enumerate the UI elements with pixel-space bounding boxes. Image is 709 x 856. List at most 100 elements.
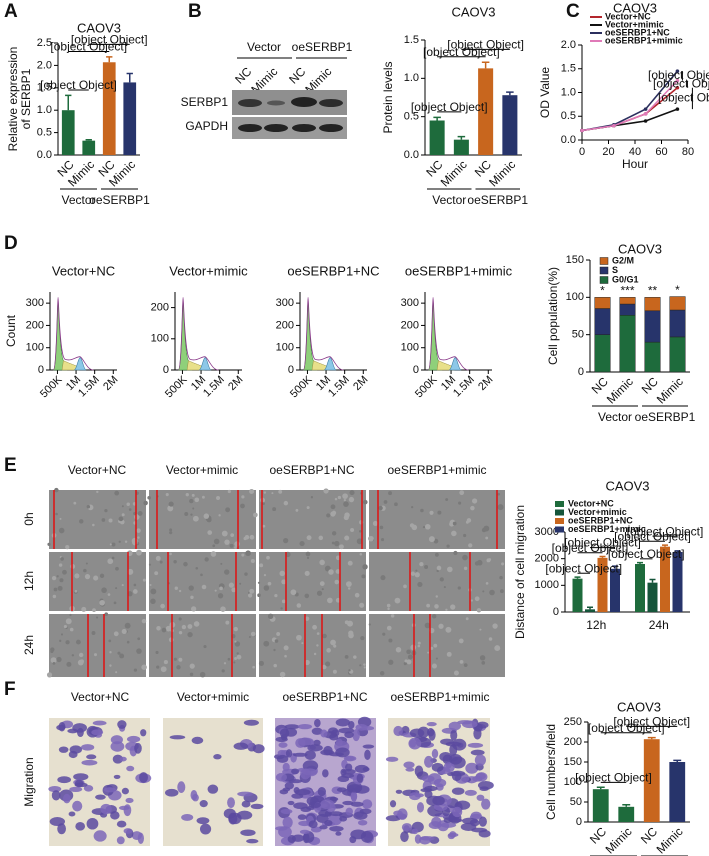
cell-texture: [348, 496, 355, 503]
cell-texture: [230, 533, 235, 537]
stained-cell: [291, 768, 300, 775]
cell-texture: [93, 575, 99, 581]
legend-swatch: [599, 276, 609, 284]
y-tick-label: 1.0: [37, 104, 52, 116]
bar: [61, 110, 75, 155]
cell-texture: [435, 657, 438, 660]
cell-texture: [318, 535, 324, 541]
y-tick-label: 250: [564, 716, 582, 728]
cell-texture: [313, 652, 317, 656]
significance-label: [object Object]: [545, 561, 622, 575]
stained-cell: [350, 801, 364, 807]
cell-texture: [81, 606, 87, 612]
y-tick-label: 100: [151, 333, 169, 345]
cell-texture: [101, 518, 106, 522]
cell-texture: [156, 626, 161, 631]
stained-cell: [450, 729, 458, 741]
cell-texture: [417, 581, 423, 588]
cell-texture: [185, 492, 189, 497]
cell-texture: [453, 550, 458, 556]
cell-texture: [126, 502, 130, 507]
stained-cell: [192, 793, 199, 802]
stained-cell: [450, 770, 466, 777]
stained-cell: [405, 767, 415, 772]
stained-cell: [422, 775, 435, 783]
cell-texture: [86, 505, 91, 509]
cell-texture: [424, 564, 429, 569]
cell-texture: [403, 584, 407, 589]
cell-texture: [249, 588, 255, 594]
cell-texture: [387, 607, 390, 611]
cell-texture: [169, 528, 173, 532]
stained-cell: [393, 725, 404, 737]
stained-cell: [341, 768, 356, 775]
cell-texture: [466, 518, 472, 523]
stained-cell: [297, 814, 307, 820]
image-row-label: 12h: [22, 571, 36, 591]
cell-texture: [192, 507, 195, 510]
significance-label: [object Object]: [653, 76, 709, 90]
significance-label: [object Object]: [411, 100, 488, 114]
cell-texture: [304, 659, 310, 666]
cell-texture: [167, 505, 174, 512]
stained-cell: [449, 831, 457, 838]
stained-cell: [275, 736, 288, 743]
cell-texture: [485, 536, 489, 540]
cell-texture: [434, 604, 439, 609]
stained-cell: [310, 802, 321, 808]
significance-label: [object Object]: [613, 715, 690, 729]
cell-texture: [200, 573, 203, 577]
cell-texture: [181, 624, 187, 630]
cell-texture: [468, 543, 473, 548]
x-tick-label: 60: [655, 146, 667, 158]
error-bar: [481, 61, 490, 69]
stained-cell: [131, 831, 143, 840]
cell-texture: [451, 530, 457, 537]
cell-texture: [108, 639, 112, 643]
cell-texture: [168, 501, 174, 507]
cell-texture: [60, 557, 64, 561]
cell-texture: [174, 586, 178, 590]
cell-texture: [107, 593, 111, 596]
cell-texture: [155, 650, 159, 655]
cell-texture: [331, 541, 335, 545]
cell-texture: [160, 603, 165, 609]
cell-texture: [214, 589, 217, 592]
cell-texture: [497, 492, 501, 496]
stained-cell: [335, 718, 351, 727]
cell-texture: [136, 549, 142, 556]
cell-texture: [126, 640, 130, 644]
cell-texture: [386, 625, 392, 631]
cell-texture: [463, 663, 468, 667]
cell-texture: [435, 595, 438, 598]
cell-texture: [386, 603, 391, 608]
cell-texture: [216, 495, 221, 500]
cell-texture: [212, 544, 216, 548]
legend-swatch: [599, 257, 609, 265]
y-tick-label: 0: [288, 364, 294, 376]
cell-texture: [263, 491, 267, 494]
stained-cell: [116, 836, 125, 845]
stained-cell: [49, 817, 66, 827]
cell-texture: [227, 489, 231, 494]
y-axis-label: Cell population(%): [546, 267, 560, 365]
group-label: Vector: [598, 410, 632, 424]
cell-texture: [474, 596, 480, 602]
cell-texture: [359, 602, 365, 608]
cell-texture: [127, 568, 134, 575]
y-tick-label: 0: [163, 364, 169, 376]
cell-texture: [272, 507, 277, 512]
histogram-g2-peak: [73, 357, 87, 371]
cell-texture: [249, 488, 255, 495]
scratch-image: [149, 490, 256, 549]
cell-texture: [250, 559, 255, 564]
cell-texture: [483, 525, 490, 532]
cell-texture: [335, 569, 341, 574]
cell-texture: [56, 575, 59, 578]
legend-label: oeSERBP1+mimic: [568, 524, 646, 534]
blot-strip: [232, 117, 347, 139]
stained-cell: [426, 722, 437, 727]
stained-cell: [282, 816, 293, 829]
chart-title: oeSERBP1+NC: [287, 263, 379, 278]
y-tick-label: 0: [38, 364, 44, 376]
